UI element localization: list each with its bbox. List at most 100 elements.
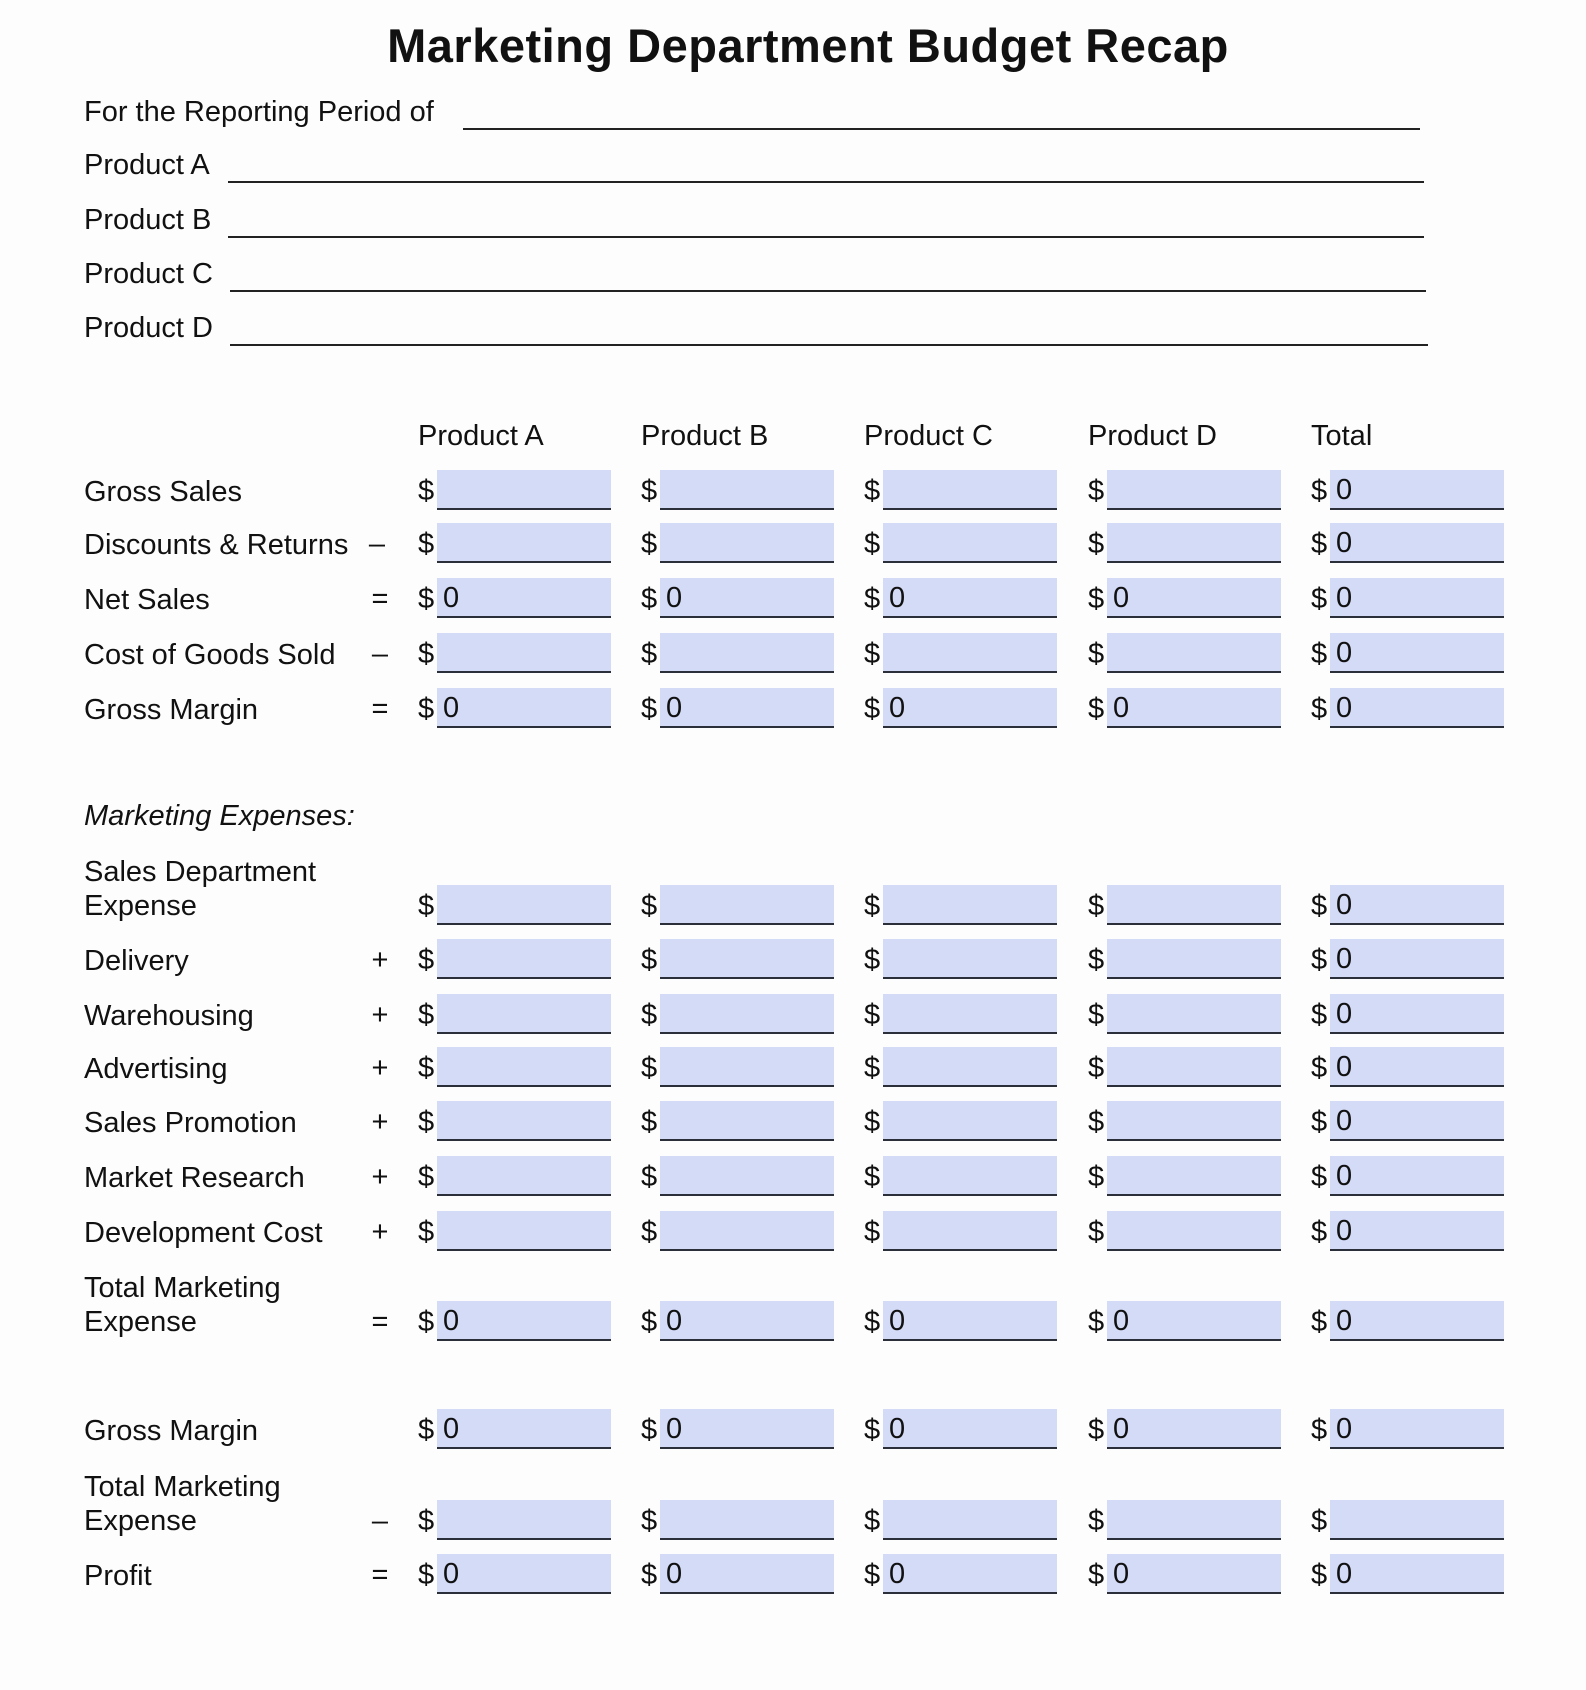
amount-field[interactable]: 0 (1330, 994, 1504, 1034)
amount-field[interactable] (437, 994, 611, 1034)
amount-field[interactable] (437, 523, 611, 563)
amount-field[interactable] (1107, 523, 1281, 563)
header-field-input[interactable] (230, 276, 1426, 292)
amount-field[interactable]: 0 (437, 1409, 611, 1449)
amount-field[interactable] (437, 633, 611, 673)
amount-field[interactable] (437, 1047, 611, 1087)
amount-field[interactable] (883, 994, 1057, 1034)
amount-field[interactable]: 0 (1330, 1101, 1504, 1141)
amount-field[interactable] (883, 1156, 1057, 1196)
amount-field[interactable] (660, 1156, 834, 1196)
header-field-input[interactable] (230, 330, 1428, 346)
amount-field[interactable] (1330, 1500, 1504, 1540)
row-label: Cost of Goods Sold (84, 639, 336, 671)
amount-field[interactable] (1107, 1047, 1281, 1087)
amount-field[interactable] (883, 1047, 1057, 1087)
amount-field[interactable]: 0 (1330, 1301, 1504, 1341)
amount-field[interactable] (883, 885, 1057, 925)
amount-field[interactable] (660, 1500, 834, 1540)
amount-field[interactable]: 0 (1107, 578, 1281, 618)
amount-field[interactable] (1107, 470, 1281, 510)
amount-field[interactable]: 0 (660, 1554, 834, 1594)
amount-field[interactable] (437, 1101, 611, 1141)
amount-field[interactable]: 0 (1330, 688, 1504, 728)
amount-field[interactable] (660, 633, 834, 673)
amount-field[interactable] (437, 1156, 611, 1196)
header-field-input[interactable] (463, 114, 1420, 130)
amount-field[interactable]: 0 (1330, 1211, 1504, 1251)
currency-symbol: $ (1311, 475, 1328, 507)
amount-field[interactable] (437, 1500, 611, 1540)
row-operator: + (371, 1052, 389, 1084)
currency-symbol: $ (418, 1559, 435, 1591)
amount-field[interactable]: 0 (660, 578, 834, 618)
amount-field[interactable] (1107, 939, 1281, 979)
amount-field[interactable] (883, 633, 1057, 673)
amount-field[interactable] (660, 1101, 834, 1141)
amount-field[interactable]: 0 (883, 578, 1057, 618)
amount-field[interactable]: 0 (437, 688, 611, 728)
amount-field[interactable]: 0 (1107, 1409, 1281, 1449)
header-field-input[interactable] (228, 222, 1424, 238)
amount-field[interactable] (437, 939, 611, 979)
amount-field[interactable]: 0 (437, 578, 611, 618)
amount-field[interactable] (660, 885, 834, 925)
currency-symbol: $ (418, 1306, 435, 1338)
amount-field[interactable]: 0 (1107, 688, 1281, 728)
amount-field[interactable]: 0 (437, 1554, 611, 1594)
amount-field[interactable] (883, 523, 1057, 563)
amount-field[interactable]: 0 (1330, 1409, 1504, 1449)
currency-symbol: $ (418, 1161, 435, 1193)
amount-field[interactable] (660, 1211, 834, 1251)
currency-symbol: $ (418, 890, 435, 922)
amount-field[interactable] (883, 1101, 1057, 1141)
amount-field[interactable] (437, 1211, 611, 1251)
amount-field[interactable]: 0 (1330, 523, 1504, 563)
currency-symbol: $ (864, 944, 881, 976)
amount-field[interactable]: 0 (883, 1554, 1057, 1594)
currency-symbol: $ (641, 693, 658, 725)
amount-field[interactable] (1107, 885, 1281, 925)
amount-field[interactable]: 0 (1330, 1554, 1504, 1594)
amount-field[interactable] (883, 939, 1057, 979)
amount-field[interactable]: 0 (1330, 939, 1504, 979)
amount-field[interactable] (883, 1211, 1057, 1251)
amount-field[interactable] (437, 470, 611, 510)
amount-field[interactable]: 0 (1330, 470, 1504, 510)
amount-field[interactable]: 0 (1107, 1554, 1281, 1594)
amount-field[interactable] (883, 470, 1057, 510)
row-label: Development Cost (84, 1217, 323, 1249)
amount-field[interactable] (1107, 633, 1281, 673)
amount-field[interactable]: 0 (1330, 633, 1504, 673)
amount-field[interactable]: 0 (660, 1409, 834, 1449)
amount-field[interactable]: 0 (883, 1409, 1057, 1449)
amount-field[interactable] (1107, 1156, 1281, 1196)
amount-field[interactable] (1107, 1101, 1281, 1141)
amount-field[interactable]: 0 (883, 688, 1057, 728)
amount-field[interactable] (660, 1047, 834, 1087)
currency-symbol: $ (1088, 583, 1105, 615)
amount-field[interactable] (660, 523, 834, 563)
amount-field[interactable]: 0 (660, 688, 834, 728)
amount-field[interactable]: 0 (1107, 1301, 1281, 1341)
amount-field[interactable]: 0 (1330, 578, 1504, 618)
currency-symbol: $ (864, 1505, 881, 1537)
amount-field[interactable]: 0 (1330, 1156, 1504, 1196)
row-label: Sales Promotion (84, 1107, 297, 1139)
amount-field[interactable] (660, 994, 834, 1034)
amount-field[interactable] (437, 885, 611, 925)
amount-field[interactable] (660, 939, 834, 979)
amount-field[interactable]: 0 (1330, 1047, 1504, 1087)
amount-field[interactable]: 0 (883, 1301, 1057, 1341)
currency-symbol: $ (1311, 693, 1328, 725)
amount-field[interactable]: 0 (437, 1301, 611, 1341)
amount-field[interactable] (660, 470, 834, 510)
amount-field[interactable]: 0 (1330, 885, 1504, 925)
currency-symbol: $ (641, 1216, 658, 1248)
header-field-input[interactable] (228, 167, 1424, 183)
amount-field[interactable]: 0 (660, 1301, 834, 1341)
amount-field[interactable] (883, 1500, 1057, 1540)
amount-field[interactable] (1107, 994, 1281, 1034)
amount-field[interactable] (1107, 1500, 1281, 1540)
amount-field[interactable] (1107, 1211, 1281, 1251)
